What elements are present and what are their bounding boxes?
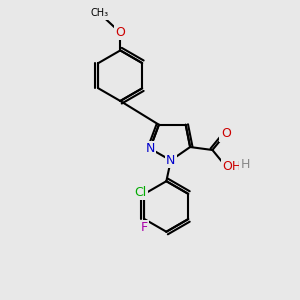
Text: F: F <box>141 221 148 234</box>
Text: CH₃: CH₃ <box>90 8 109 18</box>
Text: Cl: Cl <box>134 186 146 199</box>
Text: N: N <box>145 142 155 155</box>
Text: N: N <box>166 154 176 167</box>
Text: H: H <box>240 158 250 171</box>
Text: OH: OH <box>223 160 242 173</box>
Text: O: O <box>115 26 125 39</box>
Text: O: O <box>221 127 231 140</box>
